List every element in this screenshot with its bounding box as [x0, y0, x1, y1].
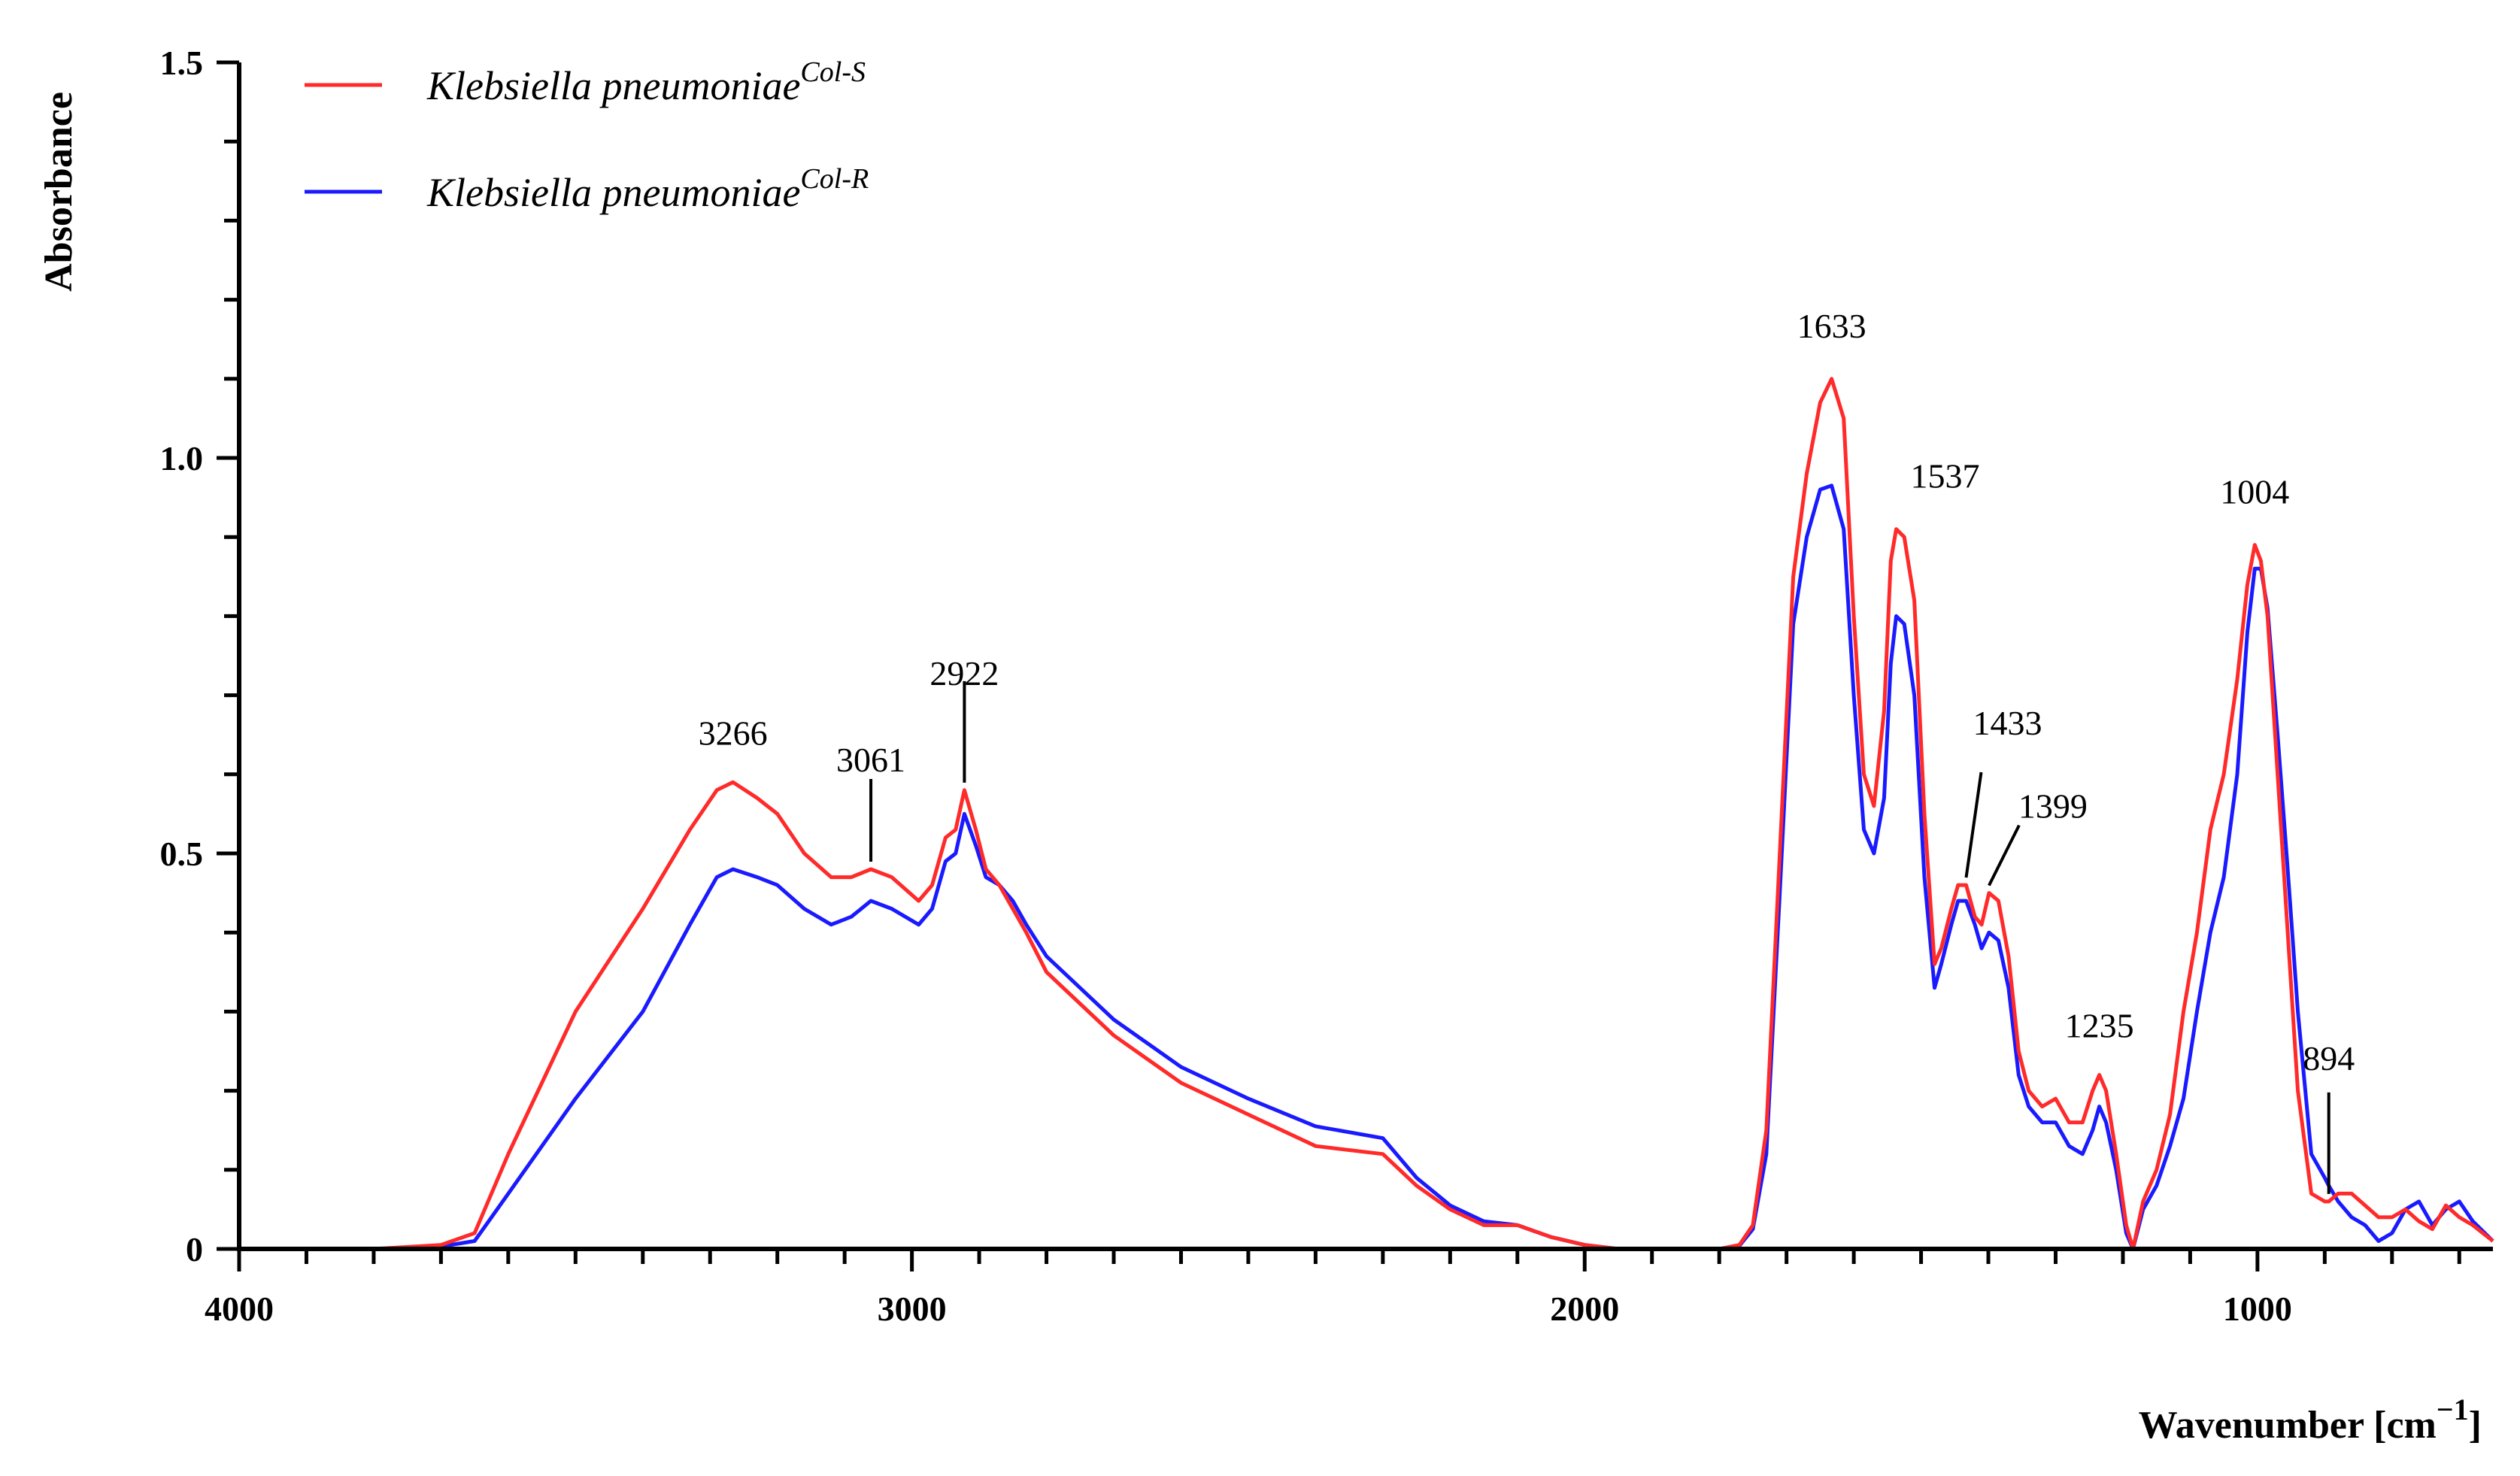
peak-label: 1399	[2018, 787, 2088, 826]
peak-label: 1004	[2220, 473, 2289, 511]
x-tick-label: 3000	[878, 1290, 947, 1328]
peak-label: 3266	[699, 714, 768, 752]
peak-leader-line	[1964, 771, 1983, 878]
y-tick-label: 0	[186, 1230, 203, 1268]
x-axis-title-main: Wavenumber [cm	[2139, 1404, 2437, 1447]
y-ticks: 0 0.5 1.0 1.5	[160, 44, 239, 1268]
legend-label-col-s: Klebsiella pneumoniaeCol-S	[426, 56, 866, 108]
y-axis-title: Absorbance	[38, 92, 80, 292]
axes	[237, 62, 2493, 1251]
x-ticks: 4000 3000 2000 1000	[205, 1249, 2461, 1328]
legend-label-col-r: Klebsiella pneumoniaeCol-R	[426, 163, 869, 215]
y-tick-label: 0.5	[160, 835, 204, 873]
legend: Klebsiella pneumoniaeCol-S Klebsiella pn…	[305, 56, 869, 215]
x-tick-label: 1000	[2223, 1290, 2292, 1328]
series-line-col-r	[239, 483, 2494, 1251]
x-tick-label: 2000	[1550, 1290, 1619, 1328]
series-line-col-s	[239, 377, 2494, 1251]
peak-label: 1537	[1910, 457, 1979, 496]
peak-label: 3061	[836, 741, 905, 779]
plot-lines	[239, 377, 2494, 1251]
y-tick-label: 1.5	[160, 44, 204, 82]
x-axis-title: Wavenumber [cm−1]	[2139, 1393, 2482, 1447]
x-axis-title-close: ]	[2469, 1404, 2482, 1447]
peak-annotations: 3266 3061 2922 1633 1537 1433 1399 1235 1004 894	[699, 307, 2355, 1194]
peak-label: 1633	[1797, 307, 1866, 345]
peak-label: 894	[2303, 1039, 2355, 1077]
peak-label: 2922	[929, 654, 999, 693]
y-tick-label: 1.0	[160, 439, 204, 477]
peak-label: 1235	[2065, 1007, 2134, 1045]
peak-leader-line	[1988, 824, 2021, 887]
x-axis-title-sup: −1	[2437, 1393, 2469, 1426]
x-tick-label: 4000	[205, 1290, 274, 1328]
peak-label: 1433	[1973, 704, 2042, 742]
